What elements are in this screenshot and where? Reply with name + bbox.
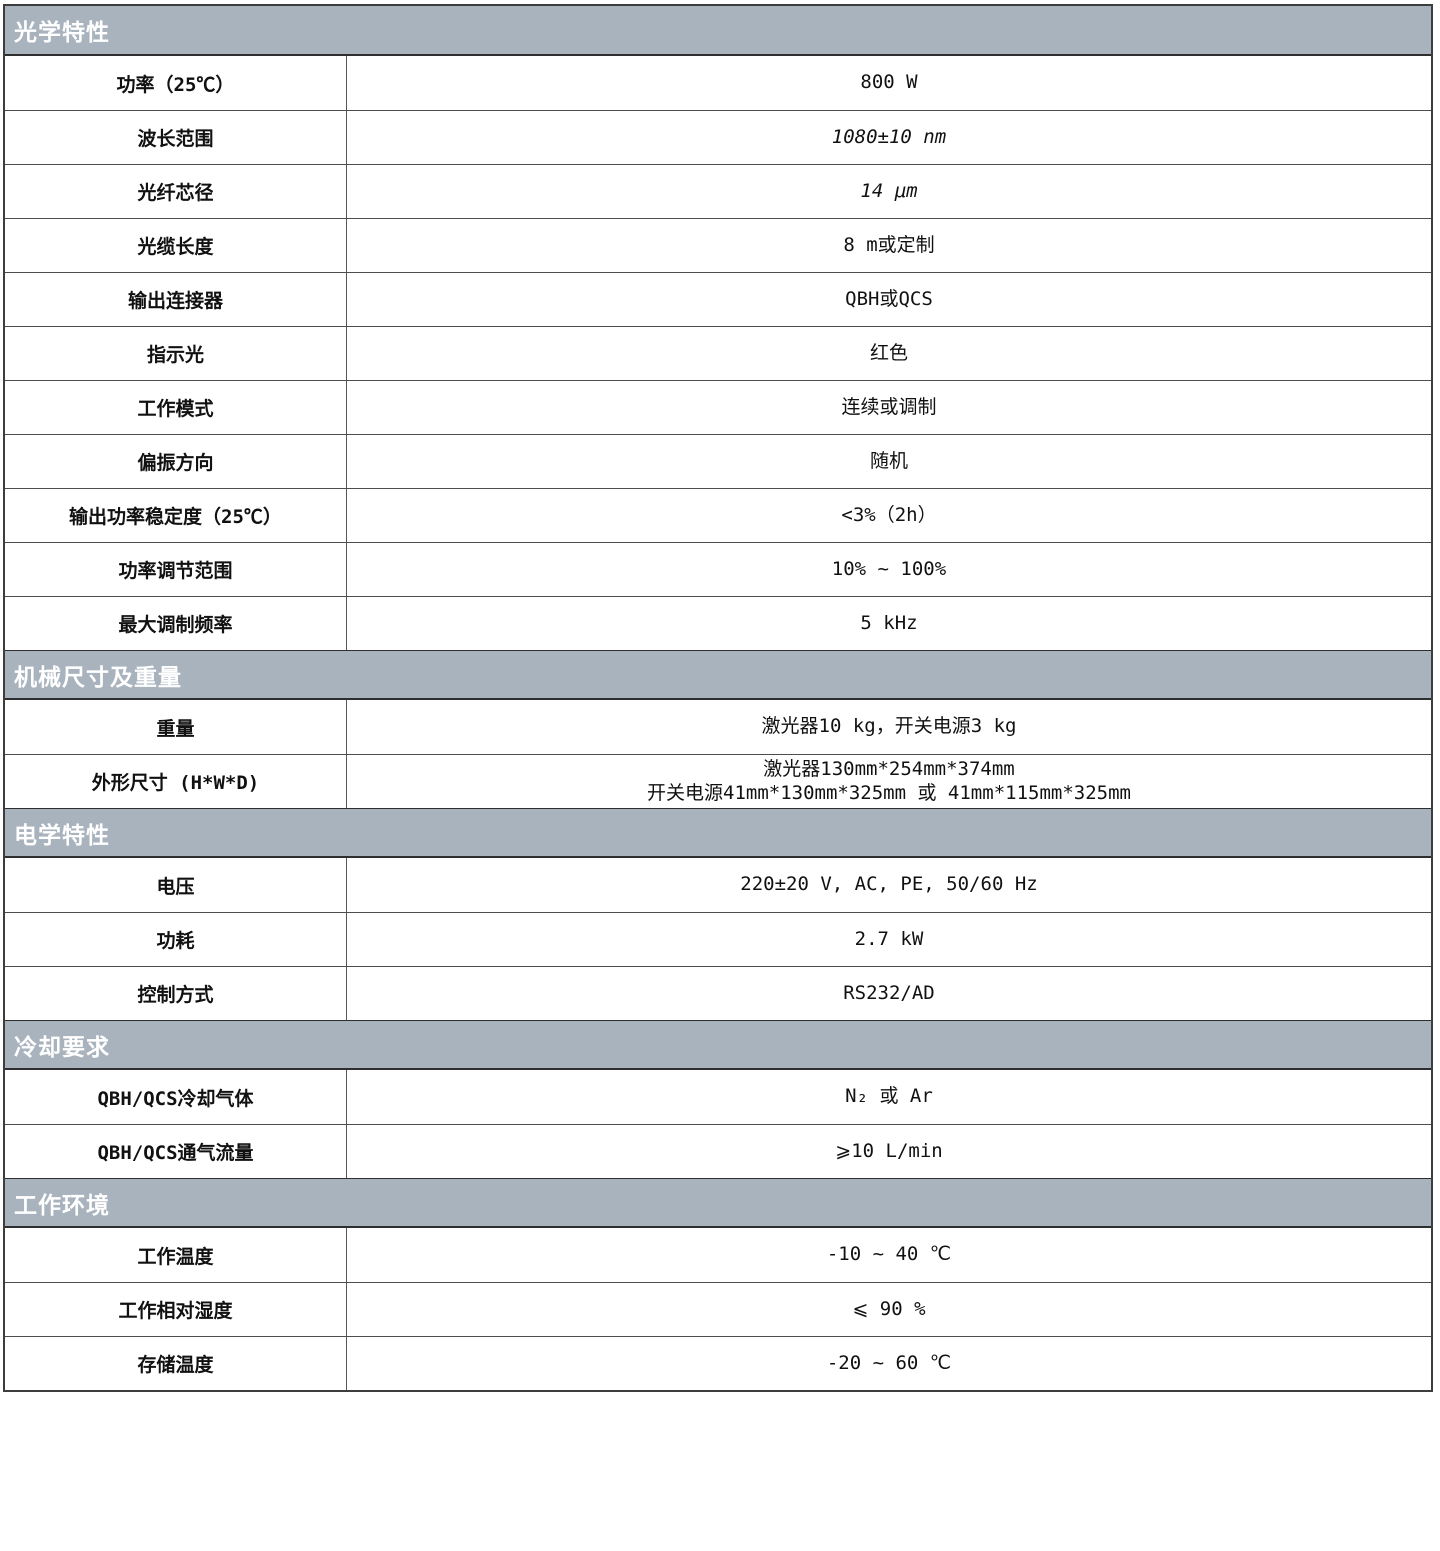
- row-label: 偏振方向: [5, 435, 347, 488]
- spec-row: 工作相对湿度 ⩽ 90 %: [5, 1282, 1431, 1336]
- row-label: 波长范围: [5, 111, 347, 164]
- row-label: 重量: [5, 700, 347, 754]
- row-label: 工作温度: [5, 1228, 347, 1282]
- row-label: 功率（25℃）: [5, 56, 347, 110]
- section-title: 机械尺寸及重量: [14, 664, 182, 691]
- row-value: 800 W: [860, 71, 918, 94]
- row-value: 10% ~ 100%: [831, 557, 947, 580]
- section-header: 工作环境: [5, 1178, 1431, 1228]
- spec-row: 偏振方向 随机: [5, 434, 1431, 488]
- row-value: 14 μm: [860, 179, 918, 202]
- row-value: ⩾10 L/min: [835, 1139, 943, 1162]
- spec-row: 功率（25℃） 800 W: [5, 56, 1431, 110]
- spec-row: 工作模式 连续或调制: [5, 380, 1431, 434]
- section-header: 光学特性: [5, 6, 1431, 56]
- spec-row: 重量 激光器10 kg，开关电源3 kg: [5, 700, 1431, 754]
- row-value: 8 m或定制: [843, 233, 935, 256]
- spec-row: 输出功率稳定度（25℃） <3%（2h）: [5, 488, 1431, 542]
- spec-row: 指示光 红色: [5, 326, 1431, 380]
- spec-row: 输出连接器 QBH或QCS: [5, 272, 1431, 326]
- row-label: 功率调节范围: [5, 543, 347, 596]
- row-label: QBH/QCS冷却气体: [5, 1070, 347, 1124]
- spec-row: 功耗 2.7 kW: [5, 912, 1431, 966]
- row-value: -10 ~ 40 ℃: [826, 1243, 952, 1266]
- section-header: 冷却要求: [5, 1020, 1431, 1070]
- row-label: 存储温度: [5, 1337, 347, 1390]
- row-value: QBH或QCS: [845, 287, 933, 310]
- row-value: 激光器130mm*254mm*374mm 开关电源41mm*130mm*325mm…: [347, 755, 1431, 808]
- spec-row: 光纤芯径 14 μm: [5, 164, 1431, 218]
- row-value: 2.7 kW: [854, 927, 924, 950]
- row-value: 连续或调制: [841, 395, 937, 418]
- row-label: 输出连接器: [5, 273, 347, 326]
- spec-row: 电压 220±20 V, AC, PE, 50/60 Hz: [5, 858, 1431, 912]
- section-header: 电学特性: [5, 808, 1431, 858]
- section-title: 光学特性: [14, 20, 110, 46]
- section-title: 电学特性: [14, 822, 110, 849]
- row-value-line: 激光器130mm*254mm*374mm: [763, 758, 1015, 781]
- spec-row: QBH/QCS冷却气体 N₂ 或 Ar: [5, 1070, 1431, 1124]
- row-value: N₂ 或 Ar: [845, 1085, 933, 1108]
- section-title: 冷却要求: [14, 1034, 110, 1061]
- spec-row: 控制方式 RS232/AD: [5, 966, 1431, 1020]
- row-label: 外形尺寸 (H*W*D): [5, 755, 347, 808]
- row-value-line: 开关电源41mm*130mm*325mm 或 41mm*115mm*325mm: [647, 781, 1131, 804]
- row-label: 输出功率稳定度（25℃）: [5, 489, 347, 542]
- row-label: 指示光: [5, 327, 347, 380]
- row-value: 随机: [869, 449, 908, 472]
- row-value: 红色: [869, 341, 908, 364]
- row-label: QBH/QCS通气流量: [5, 1125, 347, 1178]
- row-value: RS232/AD: [843, 981, 935, 1004]
- spec-row: 功率调节范围 10% ~ 100%: [5, 542, 1431, 596]
- row-label: 功耗: [5, 913, 347, 966]
- row-value: 激光器10 kg，开关电源3 kg: [761, 715, 1017, 738]
- section-title: 工作环境: [14, 1192, 110, 1219]
- spec-row: QBH/QCS通气流量 ⩾10 L/min: [5, 1124, 1431, 1178]
- row-value: 1080±10 nm: [831, 125, 947, 148]
- row-value: 5 kHz: [860, 611, 918, 634]
- row-label: 光缆长度: [5, 219, 347, 272]
- spec-row: 光缆长度 8 m或定制: [5, 218, 1431, 272]
- spec-row: 工作温度 -10 ~ 40 ℃: [5, 1228, 1431, 1282]
- row-label: 最大调制频率: [5, 597, 347, 650]
- row-value: -20 ~ 60 ℃: [826, 1351, 952, 1374]
- row-value: 220±20 V, AC, PE, 50/60 Hz: [740, 873, 1038, 896]
- section-header: 机械尺寸及重量: [5, 650, 1431, 700]
- row-label: 光纤芯径: [5, 165, 347, 218]
- spec-table: 光学特性 功率（25℃） 800 W 波长范围 1080±10 nm 光纤芯径 14 μm 光…: [3, 4, 1433, 1392]
- spec-row: 存储温度 -20 ~ 60 ℃: [5, 1336, 1431, 1390]
- row-label: 工作相对湿度: [5, 1283, 347, 1336]
- row-label: 工作模式: [5, 381, 347, 434]
- row-value: <3%（2h）: [841, 503, 937, 526]
- spec-row: 外形尺寸 (H*W*D) 激光器130mm*254mm*374mm 开关电源41mm…: [5, 754, 1431, 808]
- row-label: 控制方式: [5, 967, 347, 1020]
- row-label: 电压: [5, 858, 347, 912]
- spec-row: 波长范围 1080±10 nm: [5, 110, 1431, 164]
- row-value: ⩽ 90 %: [852, 1297, 926, 1320]
- spec-row: 最大调制频率 5 kHz: [5, 596, 1431, 650]
